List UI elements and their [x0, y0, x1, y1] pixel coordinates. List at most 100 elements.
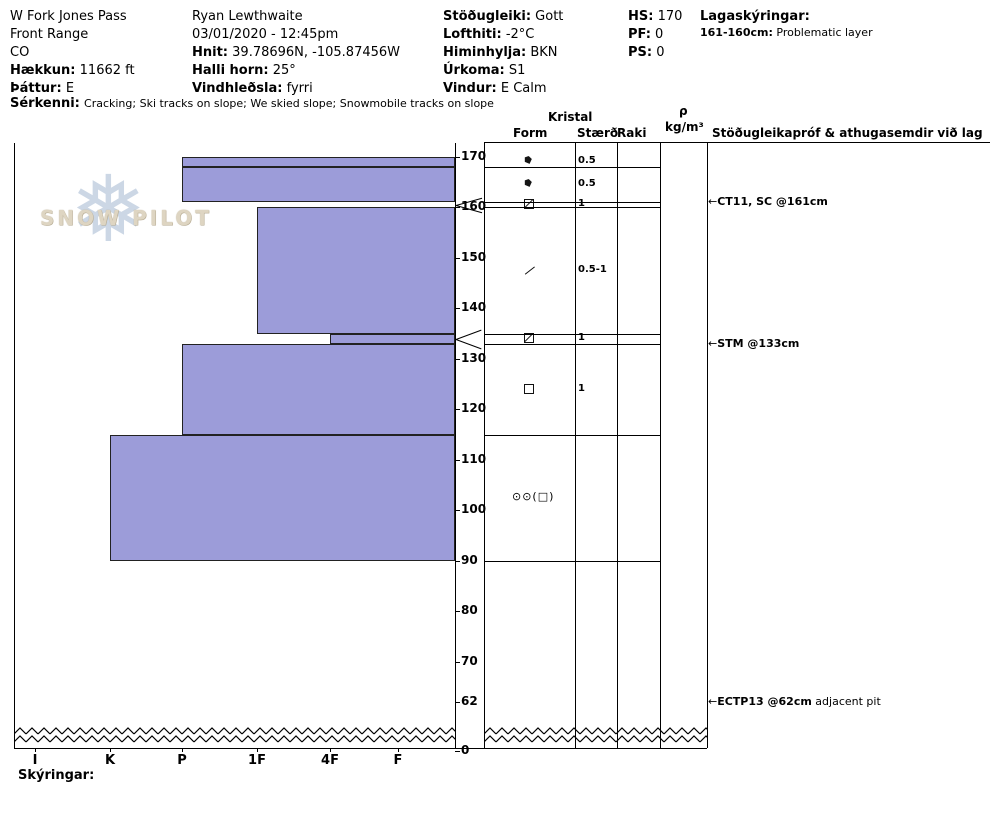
airtemp-row: Lofthiti: -2°C	[443, 26, 563, 44]
grain-size-value: 0.5	[578, 177, 596, 189]
pf-label: PF:	[628, 27, 651, 42]
precip-value: S1	[508, 63, 526, 78]
ps-value: 0	[656, 45, 665, 60]
layer-boundary-line	[484, 202, 660, 203]
grain-size-value: 1	[578, 332, 585, 343]
wind-row: Vindur: E Calm	[443, 80, 563, 98]
stability-label: Stöðugleiki:	[443, 9, 532, 24]
depth-tick-label: 0	[461, 743, 470, 757]
snow-layer-bar	[182, 157, 455, 167]
slope-angle-label: Halli horn:	[192, 63, 269, 78]
snow-layer-bar	[110, 435, 455, 561]
slope-angle-row: Halli horn: 25°	[192, 62, 400, 80]
stability-row: Stöðugleiki: Gott	[443, 8, 563, 26]
depth-tick-label: 100	[461, 502, 487, 516]
depth-tick	[455, 207, 460, 208]
windloading-value: fyrri	[286, 81, 313, 96]
hardness-axis-line	[14, 748, 707, 749]
form-column-header: Form	[513, 126, 548, 140]
coords-value: 39.78696N, -105.87456W	[232, 45, 401, 60]
layer-note-depth: 161-160cm:	[700, 26, 773, 39]
snow-depth-block: HS: 170 PF: 0 PS: 0	[628, 8, 682, 62]
aspect-label: Þáttur:	[10, 81, 62, 96]
hardness-tick	[398, 748, 399, 752]
depth-tick	[455, 702, 460, 703]
hardness-tick-label: I	[32, 753, 38, 768]
airtemp-label: Lofthiti:	[443, 27, 502, 42]
depth-tick	[455, 751, 460, 752]
layer-boundary-line	[484, 435, 660, 436]
layer-notes-block: Lagaskýringar: 161-160cm: Problematic la…	[700, 8, 873, 40]
hardness-tick	[330, 748, 331, 752]
depth-tick	[455, 157, 460, 158]
conditions-block: Stöðugleiki: Gott Lofthiti: -2°C Himinhy…	[443, 8, 563, 98]
elevation-row: Hækkun: 11662 ft	[10, 62, 135, 80]
features-row: Sérkenni: Cracking; Ski tracks on slope;…	[10, 96, 494, 111]
crystal-form-symbol	[524, 333, 534, 343]
crystal-form-symbol	[524, 383, 534, 394]
windloading-label: Vindhleðsla:	[192, 81, 283, 96]
hardness-tick	[110, 748, 111, 752]
crystal-form-symbol: ⊙⊙(□)	[512, 490, 555, 503]
aspect-value: E	[65, 81, 75, 96]
left-arrow-icon: ←	[708, 695, 718, 708]
depth-tick	[455, 460, 460, 461]
state: CO	[10, 45, 30, 60]
density-symbol-header: ρ	[679, 104, 688, 118]
kristal-header: Kristal	[548, 110, 593, 124]
depth-tick	[455, 258, 460, 259]
wind-label: Vindur:	[443, 81, 497, 96]
stability-test-annotation: ←ECTP13 @62cm adjacent pit	[708, 695, 881, 708]
hardness-tick	[257, 748, 258, 752]
sky-value: BKN	[530, 45, 558, 60]
crystal-form-symbol	[523, 178, 532, 187]
table-top-border	[484, 142, 990, 143]
layer-boundary-line	[484, 207, 660, 208]
elevation-label: Hækkun:	[10, 63, 76, 78]
snowflake-icon: ❅	[70, 156, 148, 263]
coords-label: Hnit:	[192, 45, 229, 60]
layer-boundary-line	[484, 334, 660, 335]
layer-notes-title: Lagaskýringar:	[700, 9, 810, 24]
hs-row: HS: 170	[628, 8, 682, 26]
form-size-divider	[575, 143, 576, 748]
hardness-tick-label: 4F	[321, 753, 339, 768]
stability-test-annotation: ←STM @133cm	[708, 337, 799, 350]
depth-tick-label: 90	[461, 553, 478, 567]
ps-row: PS: 0	[628, 44, 682, 62]
pit-name: W Fork Jones Pass	[10, 9, 127, 24]
wetness-density-divider	[660, 143, 661, 748]
features-label: Sérkenni:	[10, 96, 80, 111]
hardness-tick-label: F	[393, 753, 403, 768]
pit-datetime: 03/01/2020 - 12:45pm	[192, 27, 339, 42]
precip-row: Úrkoma: S1	[443, 62, 563, 80]
size-wetness-divider	[617, 143, 618, 748]
crystal-form-symbol	[523, 155, 532, 164]
depth-tick	[455, 308, 460, 309]
airtemp-value: -2°C	[505, 27, 535, 42]
snow-layer-bar	[330, 334, 455, 344]
depth-axis-line	[455, 143, 456, 748]
depth-tick-label: 70	[461, 654, 478, 668]
test-result-label: ECTP13 @62cm	[717, 695, 812, 708]
wind-value: E Calm	[500, 81, 547, 96]
wetness-column-header: Raki	[617, 126, 647, 140]
test-result-label: CT11, SC @161cm	[717, 195, 828, 208]
snow-layer-bar	[182, 167, 455, 202]
depth-tick-label: 110	[461, 452, 487, 466]
depth-scale-break-zigzag	[14, 727, 455, 744]
depth-tick	[455, 359, 460, 360]
snowpilot-logo: ❅ SNOW PILOT	[38, 164, 218, 280]
observer-block: Ryan Lewthwaite 03/01/2020 - 12:45pm Hni…	[192, 8, 400, 98]
table-scale-break-zigzag	[484, 727, 707, 744]
hardness-tick	[35, 748, 36, 752]
depth-tick-label: 80	[461, 603, 478, 617]
mountain-range: Front Range	[10, 27, 89, 42]
precip-label: Úrkoma:	[443, 63, 505, 78]
location-block: W Fork Jones Pass Front Range CO Hækkun:…	[10, 8, 135, 98]
grain-size-value: 1	[578, 382, 585, 394]
stability-test-annotation: ←CT11, SC @161cm	[708, 195, 828, 208]
pf-value: 0	[655, 27, 664, 42]
depth-tick-label: 170	[461, 149, 487, 163]
